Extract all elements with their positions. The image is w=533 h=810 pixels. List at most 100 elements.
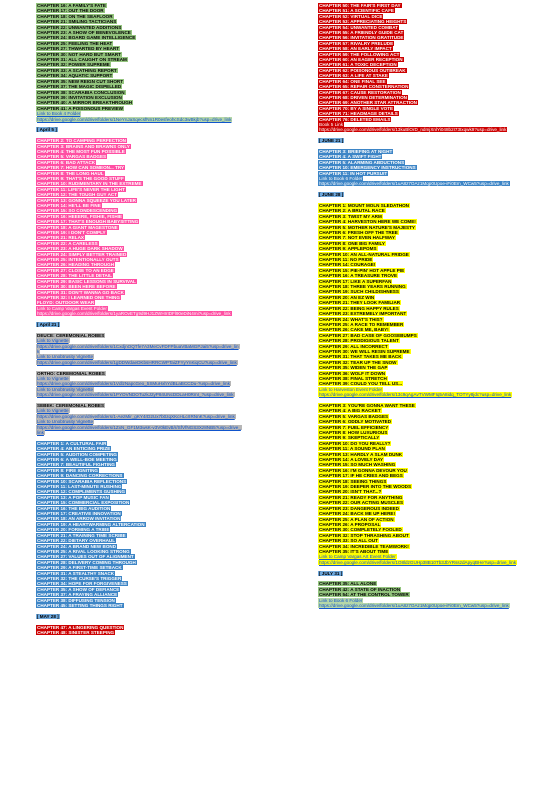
chapter-title-row: CHAPTER 5: AUDITION COMPETING bbox=[36, 451, 241, 457]
chapter-title-row: CHAPTER 8: THE LONG HAUL bbox=[36, 170, 241, 176]
chapter-title: CHAPTER 21: RELAX bbox=[36, 235, 85, 241]
chapter-title-row: CHAPTER 30: COMPLETELY FOOLED bbox=[318, 527, 523, 533]
folder-url-link-row: https://drive.google.com/drive/folders/1… bbox=[36, 413, 241, 419]
chapter-title: CHAPTER 32: TEAR UP THE SNOW bbox=[318, 359, 398, 365]
chapter-title: CHAPTER 13: GONNA SQUEEZE YOU LATER bbox=[36, 197, 137, 203]
chapter-title-row: CHAPTER 32: THE CURSE'S TRIGGER bbox=[36, 575, 241, 581]
section: CHAPTER 16: A FAMILY'S FATE CHAPTER 17: O… bbox=[36, 3, 241, 122]
chapter-title: CHAPTER 15: COMMERCIAL EXPOSITION bbox=[36, 500, 131, 506]
folder-url-link[interactable]: https://drive.google.com/drive/folders/1… bbox=[36, 311, 232, 317]
chapter-title: CHAPTER 31: A STEALTHY SNACK bbox=[36, 570, 116, 576]
chapter-title: CHAPTER 18: AN ARROW INVITATION bbox=[36, 516, 122, 522]
folder-link-label[interactable]: Link to Vignette bbox=[36, 338, 70, 344]
chapter-title-row: CHAPTER 26: CAKE ME, BABY! bbox=[318, 327, 523, 333]
folder-link-label[interactable]: Link to Camp Vargas Art Event Folder bbox=[318, 554, 397, 560]
chapter-title-row: CHAPTER 8: FIRE IGNITING bbox=[36, 467, 241, 473]
folder-url-link[interactable]: https://drive.google.com/drive/folders/1… bbox=[318, 181, 510, 187]
folder-link-label[interactable]: Link to Vignette bbox=[36, 408, 70, 414]
chapter-title: CHAPTER 12: THE TOUGH GUY ACT bbox=[36, 192, 119, 198]
vignette-link-label[interactable]: Link to Unobtrusity Vignette bbox=[36, 419, 95, 425]
chapter-title-row: CHAPTER 6: A WELL-BOE MEETING bbox=[36, 457, 241, 463]
chapter-title-row: CHAPTER 3: BRAINS AND BRAWNS ONLY bbox=[36, 143, 241, 149]
chapter-title-row: CHAPTER 76: DELETED EMAILS bbox=[318, 116, 523, 122]
section: SEBEK: CEREMONIAL ROBES Link to Vignette h… bbox=[36, 402, 242, 436]
chapter-title: CHAPTER 28: DELIVERY COMING THROUGH bbox=[36, 559, 137, 565]
chapter-title: CHAPTER 5: ALARMING ABDUCTIONS bbox=[318, 159, 406, 165]
vignette-url-link-row: https://drive.google.com/drive/folders/1… bbox=[36, 424, 242, 436]
vignette-url-link[interactable]: https://drive.google.com/drive/folders/1… bbox=[36, 359, 238, 365]
chapter-title: CHAPTER 67: CAUSE RESTORATION bbox=[318, 89, 402, 95]
chapter-title-row: CHAPTER 24: WHAT'S THIS? bbox=[318, 316, 523, 322]
chapter-title: CHAPTER 26: A PROPOSAL bbox=[318, 521, 382, 527]
chapter-title-row: CHAPTER 17: OUT THE DOOR bbox=[36, 8, 241, 14]
folder-link-label-row: Link to Camp Vargas Event Folder bbox=[36, 305, 241, 311]
chapter-title-row: DEUCE: CEREMONIAL ROBES bbox=[36, 332, 241, 338]
date-heading-row: [ JUNE 21 ] bbox=[318, 138, 523, 144]
vignette-url-link[interactable]: https://drive.google.com/drive/folders/1… bbox=[36, 424, 242, 435]
vignette-url-link-row: https://drive.google.com/drive/folders/1… bbox=[36, 359, 241, 365]
chapter-title-row: CHAPTER 13: HARDLY A SLAM DUNK bbox=[318, 451, 523, 457]
vignette-url-link[interactable]: https://drive.google.com/drive/folders/1… bbox=[36, 392, 235, 398]
chapter-title-row: CHAPTER 18: AN ARROW INVITATION bbox=[36, 516, 241, 522]
chapter-title: CHAPTER 14: A LOVELY DAY bbox=[318, 457, 385, 463]
chapter-title-row: CHAPTER 18: ON THE SEAFLOOR bbox=[36, 13, 241, 19]
section: [ JULY 31 ] CHAPTER 35: ALL ALONE CHAPTER … bbox=[318, 570, 523, 609]
folder-url-link[interactable]: https://drive.google.com/drive/folders/1… bbox=[318, 392, 513, 398]
chapter-title-row: CHAPTER 32: TEAR UP THE SNOW bbox=[318, 359, 523, 365]
chapter-title: CHAPTER 21: READY FOR ANYTHING bbox=[318, 494, 404, 500]
chapter-title: CHAPTER 34: INCREDIBLE TEAMWORK! bbox=[318, 543, 410, 549]
chapter-title: CHAPTER 4: HARVESTON HERE WE COME! bbox=[318, 219, 417, 225]
chapter-title: CHAPTER 24: A BRAND NEW BOND bbox=[36, 543, 118, 549]
section: ORTHO: CEREMONIAL ROBES Link to Vignette h… bbox=[36, 370, 241, 398]
folder-url-link[interactable]: https://drive.google.com/drive/folders/1… bbox=[318, 559, 517, 565]
chapter-title: CHAPTER 11: IN HOT PURSUIT bbox=[318, 170, 389, 176]
chapter-title: CHAPTER 11: LAST-MINUTE RUSHING bbox=[36, 484, 123, 490]
chapter-title: CHAPTER 16: I'M GONNA DEVOUR YOU bbox=[318, 467, 408, 473]
chapter-title: CHAPTER 9: APPLEPOMS bbox=[318, 246, 378, 252]
folder-link-label[interactable]: Link to Book 6 Folder bbox=[318, 597, 364, 603]
chapter-title: CHAPTER 17: LIKE A SUPERFAN bbox=[318, 278, 393, 284]
chapter-title: CHAPTER 11: LIFE'S NEVER THE LIGHT bbox=[36, 186, 126, 192]
vignette-link-label[interactable]: Link to Unobtrusity Vignette bbox=[36, 386, 95, 392]
chapter-title-row: CHAPTER 18: A GIANT MAGESTONE bbox=[36, 224, 241, 230]
folder-link-label[interactable]: Link to Camp Vargas Event Folder bbox=[36, 305, 108, 311]
chapter-title: CHAPTER 30: COMPLETELY FOOLED bbox=[318, 527, 403, 533]
chapter-title-row: CHAPTER 41: A POISONOUS PREVIEW bbox=[36, 105, 241, 111]
chapter-title-row: CHAPTER 39: INVITATION EXCLUSION bbox=[36, 94, 241, 100]
folder-url-link[interactable]: https://drive.google.com/drive/folders/1… bbox=[36, 381, 231, 387]
chapter-title: CHAPTER 13: HARDLY A SLAM DUNK bbox=[318, 451, 404, 457]
chapter-title: CHAPTER 26: CAKE ME, BABY! bbox=[318, 327, 390, 333]
folder-url-link[interactable]: https://drive.google.com/drive/folders/1… bbox=[36, 343, 240, 354]
chapter-title: CHAPTER 35: WIDEN THE GAP bbox=[318, 365, 389, 371]
chapter-title-row: CHAPTER 19: A HEARTWARMING ALTERCATION bbox=[36, 521, 241, 527]
folder-link-label[interactable]: Link to Book 6 Folder bbox=[318, 175, 364, 181]
vignette-link-label[interactable]: Link to Unobtrusity Vignette bbox=[36, 354, 95, 360]
chapter-title-row: CHAPTER 11: LAST-MINUTE RUSHING bbox=[36, 484, 241, 490]
folder-url-link[interactable]: https://drive.google.com/drive/folders/1… bbox=[318, 127, 508, 133]
folder-url-link-row: https://drive.google.com/drive/folders/1… bbox=[318, 181, 523, 187]
chapter-title-row: CHAPTER 14: A LOVELY DAY bbox=[318, 457, 523, 463]
folder-url-link[interactable]: https://drive.google.com/drive/folders/1… bbox=[318, 602, 510, 608]
chapter-title: CHAPTER 61: A TOXIC DECEPTION bbox=[318, 62, 398, 68]
folder-url-link-row: https://drive.google.com/drive/folders/1… bbox=[36, 381, 241, 387]
chapter-title: CHAPTER 37: A FRAYING ALLIANCE bbox=[36, 592, 119, 598]
folder-link-label[interactable]: Book 5 Link bbox=[318, 121, 345, 127]
chapter-title: CHAPTER 5: MOTHER NATURE'S MAJESTY bbox=[318, 224, 416, 230]
folder-link-label[interactable]: Link to Harveston Event Folder bbox=[318, 386, 384, 392]
chapter-title-row: CHAPTER 3: BRIEFING AT NIGHT bbox=[318, 148, 523, 154]
folder-url-link-row: https://drive.google.com/drive/folders/1… bbox=[318, 559, 523, 565]
folder-url-link[interactable]: https://drive.google.com/drive/folders/1… bbox=[36, 116, 233, 122]
chapter-title: CHAPTER 20: FORMING A TRIBE bbox=[36, 527, 111, 533]
folder-url-link[interactable]: https://drive.google.com/drive/folders/1… bbox=[36, 413, 236, 419]
chapter-title-row: CHAPTER 71: HEADMAGE DETAILS bbox=[318, 111, 523, 117]
chapter-title: DEUCE: CEREMONIAL ROBES bbox=[36, 332, 106, 338]
chapter-title-row: CHAPTER 9: SKEPTICALLY bbox=[318, 435, 523, 441]
vignette-link-label-row: Link to Unobtrusity Vignette bbox=[36, 354, 241, 360]
folder-link-label[interactable]: Link to Vignette bbox=[36, 375, 70, 381]
folder-link-label[interactable]: Link to Book 4 Folder bbox=[36, 111, 82, 117]
chapter-title-row: CHAPTER 39: COULD YOU TELL US... bbox=[318, 381, 523, 387]
chapter-title: CHAPTER 21: THEY LOOK FAMILIAR bbox=[318, 300, 402, 306]
chapter-title: CHAPTER 76: DELETED EMAILS bbox=[318, 116, 392, 122]
chapter-title-row: CHAPTER 9: THAT'S THE GOOD STUFF bbox=[36, 175, 241, 181]
chapter-title: CHAPTER 29: BASIC LESSONS IN SURVIVAL bbox=[36, 278, 137, 284]
